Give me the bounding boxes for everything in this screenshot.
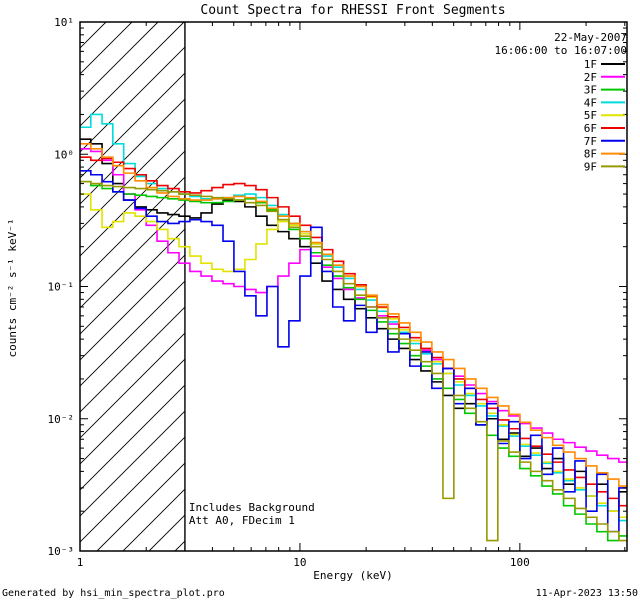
hatch-line	[80, 436, 185, 543]
legend-date: 22-May-2007	[554, 31, 627, 44]
hatch-line	[80, 358, 185, 465]
y-axis-label: counts cm⁻² s⁻¹ keV⁻¹	[6, 218, 19, 357]
spectrum-6F	[80, 156, 627, 512]
legend-label-4F: 4F	[584, 96, 597, 109]
hatch-line	[80, 228, 185, 335]
legend-label-9F: 9F	[584, 160, 597, 173]
legend-label-3F: 3F	[584, 84, 597, 97]
spectrum-9F	[80, 180, 627, 547]
hatch-background-region	[80, 22, 186, 551]
hatch-line	[148, 514, 185, 551]
legend-time-range: 16:06:00 to 16:07:00	[495, 44, 627, 57]
hatch-line	[80, 22, 185, 127]
legend-label-5F: 5F	[584, 109, 597, 122]
hatch-line	[80, 202, 185, 309]
y-tick-label: 10⁰	[54, 148, 74, 161]
hatch-line	[80, 98, 185, 205]
hatch-line	[80, 384, 185, 491]
y-tick-label: 10⁻³	[48, 545, 75, 558]
plot-frame	[79, 21, 628, 552]
legend-label-7F: 7F	[584, 135, 597, 148]
spectra-curves	[80, 113, 627, 547]
hatch-line	[80, 46, 185, 153]
y-tick-label: 10⁻¹	[48, 281, 75, 294]
chart-title: Count Spectra for RHESSI Front Segments	[200, 3, 505, 18]
legend-label-1F: 1F	[584, 58, 597, 71]
x-tick-label: 1	[77, 556, 84, 569]
x-tick-label: 10	[293, 556, 306, 569]
x-tick-label: 100	[510, 556, 530, 569]
y-tick-label: 10⁻²	[48, 413, 75, 426]
hatch-line	[80, 332, 185, 439]
hatch-line	[80, 72, 185, 179]
footer-generator-note: Generated by hsi_min_spectra_plot.pro	[2, 588, 225, 599]
axes-and-ticks: 1 10 100 10¹ 10⁰ 10⁻¹ 10⁻² 10⁻³	[48, 16, 628, 569]
hatch-line	[80, 410, 185, 517]
legend-label-6F: 6F	[584, 122, 597, 135]
footer-timestamp: 11-Apr-2023 13:50	[536, 588, 638, 599]
spectrum-8F	[80, 142, 627, 493]
spectrum-7F	[80, 169, 627, 533]
annotation-includes-background: Includes Background	[189, 501, 315, 514]
spectrum-1F	[80, 138, 627, 512]
spectrum-3F	[80, 180, 627, 547]
legend-label-2F: 2F	[584, 71, 597, 84]
y-tick-label: 10¹	[54, 16, 74, 29]
annotation-attenuator-state: Att A0, FDecim 1	[189, 514, 295, 527]
hatch-line	[80, 254, 185, 361]
hatch-line	[80, 22, 159, 101]
legend-label-8F: 8F	[584, 148, 597, 161]
hatch-line	[80, 280, 185, 387]
spectrum-2F	[80, 147, 627, 467]
x-axis-label: Energy (keV)	[313, 569, 392, 582]
